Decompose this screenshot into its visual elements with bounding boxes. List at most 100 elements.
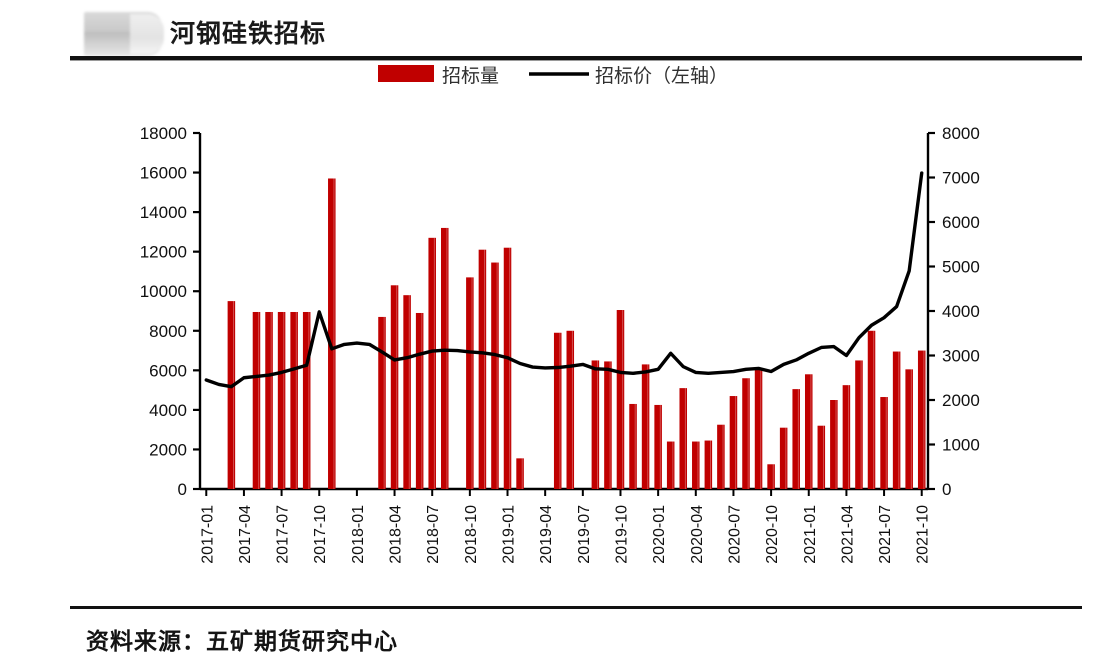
x-axis-tick-label: 2017-07	[275, 505, 292, 564]
tender-chart: 招标量 招标价（左轴） 02000400060008000100001200014…	[140, 65, 980, 564]
bar	[679, 388, 688, 489]
bar	[378, 316, 386, 489]
bar	[729, 396, 738, 489]
left-axis-tick-label: 2000	[149, 440, 187, 459]
x-axis-tick-label: 2018-10	[463, 505, 480, 564]
bar	[478, 249, 487, 489]
left-axis-tick-label: 0	[178, 480, 187, 499]
x-axis-tick-label: 2020-07	[726, 505, 743, 564]
x-axis-tick-label: 2017-10	[312, 505, 329, 564]
x-axis-tick-label: 2021-04	[839, 505, 856, 564]
x-axis-tick-label: 2019-01	[501, 505, 518, 564]
x-axis-tick-label: 2017-01	[199, 505, 216, 564]
bar	[804, 374, 813, 489]
bar	[466, 277, 474, 489]
bar	[892, 351, 901, 489]
page-title: 河钢硅铁招标	[170, 20, 327, 48]
bar	[503, 247, 512, 489]
bar	[905, 369, 913, 489]
bar	[328, 178, 336, 489]
bar	[880, 397, 888, 489]
x-axis-tick-label: 2018-04	[388, 505, 405, 564]
bar	[491, 262, 499, 489]
footer-divider	[70, 606, 1082, 609]
legend-label: 招标量	[442, 65, 499, 87]
left-axis-tick-label: 4000	[149, 401, 187, 420]
right-axis-tick-label: 7000	[942, 169, 980, 188]
x-axis-tick-label: 2020-01	[651, 505, 668, 564]
bar	[917, 350, 926, 489]
bar	[553, 332, 562, 489]
line-series-tender-price	[204, 171, 924, 389]
bar-series-tender-volume	[227, 178, 926, 489]
bar	[704, 440, 713, 489]
bar	[591, 360, 600, 489]
left-axis-tick-label: 12000	[140, 243, 187, 262]
bar	[717, 424, 725, 489]
blurred-company-logo-icon	[84, 12, 164, 56]
right-axis-tick-label: 1000	[942, 436, 980, 455]
chart-legend: 招标量 招标价（左轴）	[378, 65, 728, 87]
x-axis: 2017-01 2017-04 2017-07 2017-10 2018-01 2018-…	[199, 487, 932, 564]
bar	[265, 311, 273, 489]
x-axis-tick-label: 2021-01	[802, 505, 819, 564]
bar	[779, 427, 788, 489]
bar	[742, 378, 750, 489]
bar	[390, 285, 399, 489]
bar	[516, 458, 524, 489]
bar	[415, 312, 424, 489]
right-axis-tick-label: 4000	[942, 302, 980, 321]
bar	[227, 301, 236, 489]
x-axis-tick-label: 2019-10	[613, 505, 630, 564]
bar	[855, 360, 863, 489]
left-axis-tick-label: 10000	[140, 282, 187, 301]
bar	[302, 311, 311, 489]
x-axis-tick-label: 2019-07	[576, 505, 593, 564]
bar	[566, 330, 575, 489]
left-axis-tick-label: 16000	[140, 164, 187, 183]
bar	[290, 311, 298, 489]
x-axis-tick-label: 2018-01	[350, 505, 367, 564]
header-divider	[70, 56, 1082, 60]
bar	[277, 311, 286, 489]
bar	[629, 403, 637, 489]
bar	[817, 425, 826, 489]
bar	[692, 441, 700, 489]
right-axis-tick-label: 6000	[942, 213, 980, 232]
right-axis-tick-label: 0	[942, 480, 951, 499]
bar	[767, 464, 775, 489]
bar	[842, 385, 851, 489]
bar	[440, 227, 449, 489]
bar	[830, 400, 838, 489]
x-axis-tick-label: 2020-10	[764, 505, 781, 564]
bar	[616, 310, 625, 489]
bar	[867, 330, 876, 489]
right-axis-tick-label: 2000	[942, 391, 980, 410]
bar	[428, 237, 436, 489]
page-header: 河钢硅铁招标	[0, 0, 1094, 61]
x-axis-tick-label: 2020-04	[689, 505, 706, 564]
source-note: 资料来源：五矿期货研究中心	[86, 628, 398, 654]
right-axis: 0 1000 2000 3000 4000 5000 6000 7000 8000	[926, 124, 980, 499]
bar	[641, 364, 650, 489]
bar	[403, 295, 411, 489]
bar	[666, 441, 675, 489]
bar	[252, 311, 261, 489]
bar	[792, 389, 800, 489]
legend-swatch-bar	[378, 65, 434, 82]
right-axis-tick-label: 5000	[942, 258, 980, 277]
bar	[654, 404, 662, 489]
left-axis-tick-label: 8000	[149, 322, 187, 341]
left-axis-tick-label: 6000	[149, 361, 187, 380]
x-axis-tick-label: 2021-10	[915, 505, 932, 564]
right-axis-tick-label: 3000	[942, 347, 980, 366]
chart-container: 招标量 招标价（左轴） 0 2000 4000 6000 8000 10000 12000 14…	[0, 62, 1094, 602]
legend-label: 招标价（左轴）	[595, 65, 728, 87]
x-axis-tick-label: 2018-07	[425, 505, 442, 564]
price-line	[204, 171, 924, 389]
x-axis-tick-label: 2019-04	[538, 505, 555, 564]
left-axis: 0 2000 4000 6000 8000 10000 12000 14000 16000 180…	[140, 124, 202, 499]
x-axis-tick-label: 2017-04	[237, 505, 254, 564]
left-axis-tick-label: 14000	[140, 203, 187, 222]
